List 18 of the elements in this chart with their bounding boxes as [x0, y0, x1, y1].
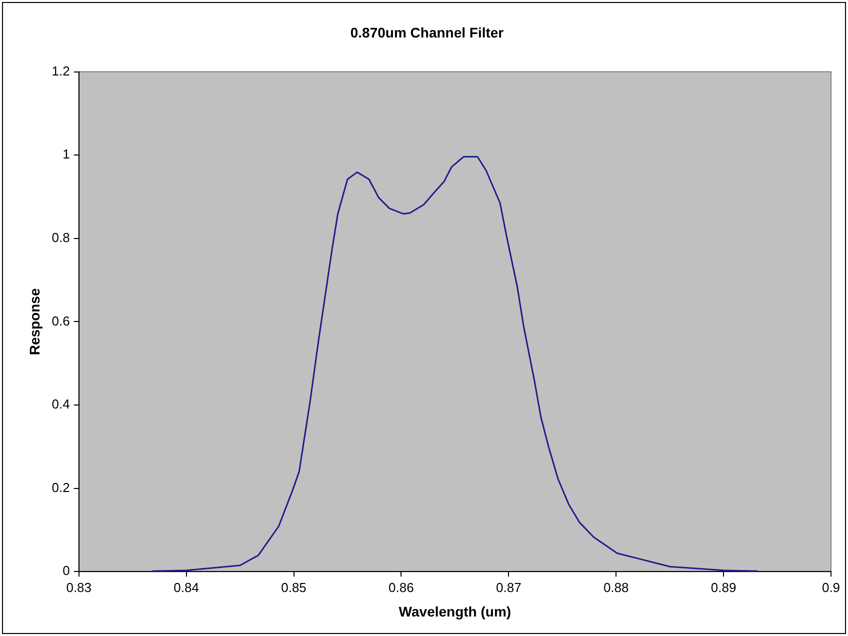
y-tick-label: 0.8: [52, 230, 70, 245]
y-tick-label: 0.2: [52, 480, 70, 495]
x-axis-title: Wavelength (um): [398, 603, 512, 620]
y-tick-label: 1.2: [52, 63, 70, 78]
y-tick-label: 0.6: [52, 313, 70, 328]
x-tick-label: 0.9: [822, 580, 840, 595]
x-tick-label: 0.83: [66, 580, 92, 595]
x-tick-label: 0.87: [496, 580, 522, 595]
chart-title: 0.870um Channel Filter: [350, 24, 504, 40]
y-tick-label: 0: [62, 563, 70, 578]
x-tick-label: 0.89: [710, 580, 736, 595]
x-tick-label: 0.86: [388, 580, 414, 595]
y-tick-label: 1: [62, 146, 70, 162]
x-tick-label: 0.84: [174, 580, 199, 595]
y-axis-title: Response: [26, 288, 42, 356]
x-tick-label: 0.85: [281, 580, 306, 595]
x-tick-label: 0.88: [603, 580, 629, 595]
y-tick-label: 0.4: [52, 396, 70, 412]
